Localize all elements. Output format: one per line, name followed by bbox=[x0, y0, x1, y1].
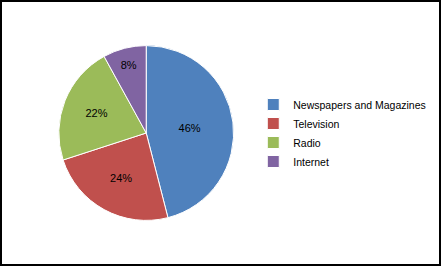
svg-text:Radio: Radio bbox=[293, 137, 321, 149]
svg-text:Internet: Internet bbox=[293, 156, 329, 168]
svg-text:22%: 22% bbox=[85, 107, 107, 119]
svg-text:46%: 46% bbox=[179, 122, 201, 134]
svg-text:24%: 24% bbox=[110, 172, 132, 184]
svg-text:8%: 8% bbox=[121, 59, 137, 71]
svg-text:Television: Television bbox=[293, 118, 339, 130]
svg-text:Newspapers and Magazines: Newspapers and Magazines bbox=[293, 99, 426, 111]
